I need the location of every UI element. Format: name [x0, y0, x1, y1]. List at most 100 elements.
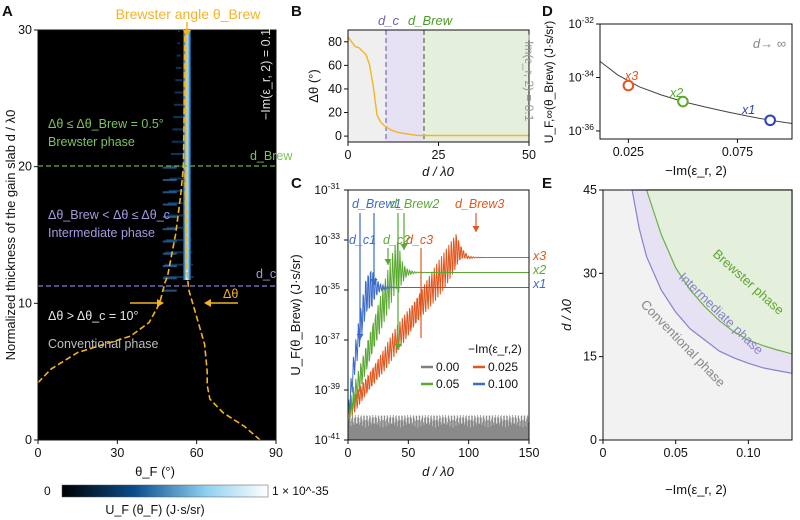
x-tick-label: 0 [345, 148, 352, 162]
legend-bg [418, 338, 526, 398]
fringe-stripe [162, 289, 177, 292]
series-0-05 [347, 242, 529, 420]
annotation-arrowhead [400, 244, 408, 250]
panel-letter-d: D [542, 3, 553, 20]
x1-label-d: x1 [741, 103, 755, 117]
x-tick-label: 100 [458, 446, 479, 460]
panel-b-y-ticks: 0 20 40 60 80 [328, 35, 348, 143]
panel-d-points [622, 79, 776, 127]
y-tick-label: 10-41 [314, 431, 340, 447]
colorbar-label: U_F (θ_F) (J·s/sr) [105, 503, 204, 517]
d-c1-label: d_c1 [349, 233, 376, 247]
data-point-x1 [764, 114, 776, 127]
panel-d-scatter: 0.025 0.075 10-36 10-34 10-32 −Im(ε_r, 2) U… [542, 15, 793, 178]
fringe-stripe [172, 128, 186, 131]
panel-a-y-label: Normalized thickness of the gain slab d … [3, 110, 18, 361]
d-c3-label: d_c3 [406, 233, 433, 247]
panel-c-y-ticks: 10-41 10-39 10-37 10-35 10-33 10-31 [314, 181, 348, 447]
y-tick-label: 30 [18, 23, 32, 37]
d-brew3-label: d_Brew3 [455, 197, 504, 211]
brewster-angle-label: Brewster angle θ_Brew [116, 6, 262, 22]
y-tick-label: 10-39 [314, 381, 340, 397]
y-tick-label: 0 [25, 433, 32, 447]
fringe-stripe [168, 189, 189, 192]
x-tick-label: 0.075 [722, 145, 753, 159]
panel-letter-a: A [2, 3, 13, 20]
y-tick-label: 10-31 [314, 181, 340, 197]
x-tick-label: 0.025 [613, 145, 644, 159]
y-tick-label: 10-34 [568, 68, 594, 84]
fringe-stripe [174, 91, 183, 94]
tick-exponent: -35 [328, 281, 341, 291]
y-tick-label: 10-37 [314, 331, 340, 347]
panel-letter-b: B [291, 3, 302, 20]
panel-b-x-ticks: 0 25 50 [345, 142, 536, 162]
x-tick-label: 25 [432, 148, 446, 162]
im-eps-label-b: −Im(ε_r, 2) = 0.1 [522, 34, 536, 122]
fringe-stripe [176, 54, 181, 57]
panel-a-y-ticks: 0 10 20 30 [18, 23, 38, 447]
legend-label-0-05: 0.05 [436, 377, 460, 391]
panel-letter-c: C [291, 175, 302, 192]
x-tick-label: 0.05 [664, 446, 688, 460]
y-tick-label: 0 [590, 433, 597, 447]
x-tick-label: 0 [345, 446, 352, 460]
x3-label-d: x3 [624, 69, 638, 83]
y-tick-label: 30 [583, 266, 597, 280]
y-tick-label: 10-32 [568, 15, 594, 31]
x-tick-label: 60 [190, 446, 204, 460]
data-point-x2 [677, 95, 689, 108]
right-phase-boundary [184, 166, 261, 441]
heatmap-background [38, 30, 276, 440]
panel-a-x-ticks: 0 30 60 90 [35, 440, 283, 460]
fringe-stripe [167, 214, 191, 217]
d-brew-label-a: d_Brew [250, 149, 293, 163]
y-tick-label: 10-35 [314, 281, 340, 297]
legend-title: −Im(ε_r,2) [468, 342, 522, 356]
legend-label-0-00: 0.00 [436, 360, 460, 374]
fringe-stripe [165, 251, 193, 254]
annotation-arrowhead [472, 226, 480, 232]
x-tick-label: 0 [35, 446, 42, 460]
y-tick-label: 20 [18, 160, 32, 174]
tick-exponent: -33 [328, 231, 341, 241]
panel-c-x-ticks: 0 50 100 150 [345, 440, 540, 460]
fringe-stripe [173, 103, 184, 106]
x-tick-label: 90 [269, 446, 283, 460]
fringe-stripe [162, 215, 177, 218]
y-tick-label: 0 [335, 129, 342, 143]
y-tick-label: 15 [583, 350, 597, 364]
fringe-stripe [173, 116, 185, 119]
series-0-00-band [347, 415, 530, 440]
tick-exponent: -41 [328, 431, 341, 441]
im-eps-label-a: −Im(ε_r, 2) = 0.1 [259, 29, 273, 120]
x-tick-label: 50 [401, 446, 415, 460]
left-phase-boundary [37, 29, 186, 384]
panel-a-frame [37, 29, 277, 441]
brewster-phase-label: Brewster phase [48, 135, 135, 149]
panel-c-frame [347, 189, 530, 441]
x2-label-d: x2 [669, 86, 683, 100]
fringe-stripe [162, 191, 177, 194]
panel-b-y-label: Δθ (°) [306, 69, 321, 102]
tick-exponent: -36 [582, 122, 595, 132]
y-tick-label: 80 [328, 35, 342, 49]
fringe-stripe [162, 166, 177, 169]
y-tick-label: 10-33 [314, 231, 340, 247]
legend-label-0-100: 0.100 [488, 377, 518, 391]
d-brew-label-b: d_Brew [408, 13, 454, 28]
y-tick-label: 10 [18, 296, 32, 310]
fringe-stripe [170, 153, 187, 155]
tick-exponent: -32 [582, 15, 595, 25]
y-tick-label: 20 [328, 106, 342, 120]
conventional-region-b [348, 30, 386, 142]
tick-exponent: -37 [328, 331, 341, 341]
panel-e-y-label: d / λ0 [559, 298, 574, 330]
x-tick-label: 150 [519, 446, 540, 460]
fringe-stripe [162, 178, 177, 181]
colorbar [61, 484, 269, 498]
panel-c-y-label: U_F(θ_Brew) (J·s/sr) [288, 254, 303, 375]
fringe-stripe [165, 239, 192, 242]
panel-c-line-chart: 0 50 100 150 10-41 10-39 10-37 10-35 10-33 10-31… [288, 181, 546, 479]
fringe-stripe [169, 177, 189, 180]
